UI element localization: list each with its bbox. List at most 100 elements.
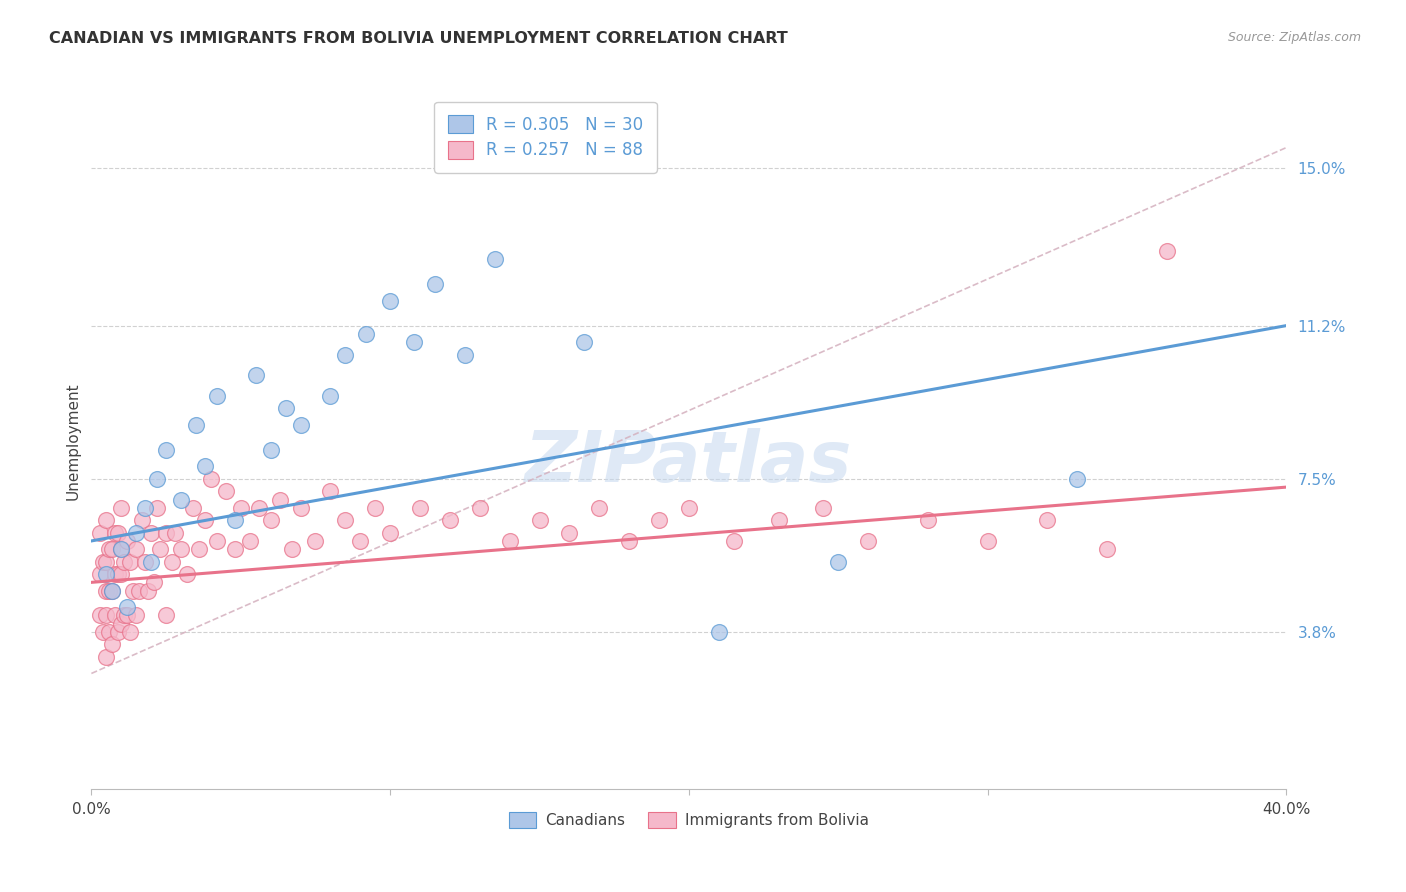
Point [304, 533, 326, 548]
Point [110, 567, 132, 582]
Point [155, 525, 177, 540]
Point [409, 500, 432, 515]
Point [122, 583, 145, 598]
Point [529, 513, 551, 527]
Point [96, 555, 118, 569]
Point [136, 583, 159, 598]
Point [184, 417, 207, 432]
Legend: Canadians, Immigrants from Bolivia: Canadians, Immigrants from Bolivia [503, 805, 875, 834]
Point [813, 500, 835, 515]
Point [917, 513, 939, 527]
Point [723, 533, 745, 548]
Point [89, 525, 111, 540]
Point [96, 583, 118, 598]
Point [98, 542, 121, 557]
Point [468, 500, 491, 515]
Point [319, 484, 342, 499]
Point [259, 513, 281, 527]
Point [120, 625, 142, 640]
Point [1097, 542, 1119, 557]
Point [215, 484, 238, 499]
Point [1036, 513, 1059, 527]
Point [484, 252, 506, 267]
Point [176, 567, 198, 582]
Point [239, 533, 262, 548]
Point [115, 608, 138, 623]
Point [131, 513, 153, 527]
Point [858, 533, 880, 548]
Point [101, 583, 124, 598]
Point [146, 472, 169, 486]
Point [89, 567, 111, 582]
Point [290, 500, 312, 515]
Point [269, 492, 291, 507]
Point [141, 525, 163, 540]
Point [194, 513, 217, 527]
Point [101, 542, 124, 557]
Point [827, 555, 849, 569]
Point [155, 442, 177, 457]
Point [558, 525, 581, 540]
Point [499, 533, 522, 548]
Point [678, 500, 700, 515]
Point [112, 608, 135, 623]
Point [143, 575, 166, 590]
Point [98, 625, 121, 640]
Point [134, 500, 156, 515]
Point [380, 293, 402, 308]
Point [648, 513, 671, 527]
Point [200, 472, 222, 486]
Point [160, 555, 183, 569]
Text: Source: ZipAtlas.com: Source: ZipAtlas.com [1227, 31, 1361, 45]
Point [98, 583, 121, 598]
Point [574, 335, 596, 350]
Point [155, 608, 177, 623]
Point [1156, 244, 1178, 258]
Point [290, 417, 312, 432]
Text: CANADIAN VS IMMIGRANTS FROM BOLIVIA UNEMPLOYMENT CORRELATION CHART: CANADIAN VS IMMIGRANTS FROM BOLIVIA UNEM… [49, 31, 787, 46]
Point [454, 348, 477, 362]
Point [335, 348, 357, 362]
Point [134, 555, 156, 569]
Point [423, 277, 446, 292]
Point [128, 583, 150, 598]
Point [319, 389, 342, 403]
Point [707, 625, 730, 640]
Point [104, 567, 127, 582]
Point [89, 608, 111, 623]
Point [194, 459, 217, 474]
Point [96, 513, 118, 527]
Point [96, 567, 118, 582]
Point [96, 649, 118, 664]
Y-axis label: Unemployment: Unemployment [65, 383, 80, 500]
Point [107, 625, 129, 640]
Point [1066, 472, 1088, 486]
Point [141, 555, 163, 569]
Point [146, 500, 169, 515]
Point [619, 533, 641, 548]
Point [245, 368, 267, 383]
Point [229, 500, 252, 515]
Point [224, 542, 246, 557]
Point [104, 525, 127, 540]
Point [120, 555, 142, 569]
Point [976, 533, 998, 548]
Point [112, 555, 135, 569]
Point [404, 335, 426, 350]
Point [224, 513, 246, 527]
Point [115, 533, 138, 548]
Point [93, 625, 115, 640]
Point [247, 500, 270, 515]
Point [335, 513, 357, 527]
Point [205, 389, 228, 403]
Point [110, 616, 132, 631]
Point [380, 525, 402, 540]
Point [101, 583, 124, 598]
Point [205, 533, 228, 548]
Point [163, 525, 186, 540]
Point [107, 525, 129, 540]
Point [115, 600, 138, 615]
Point [110, 542, 132, 557]
Point [170, 492, 193, 507]
Point [96, 608, 118, 623]
